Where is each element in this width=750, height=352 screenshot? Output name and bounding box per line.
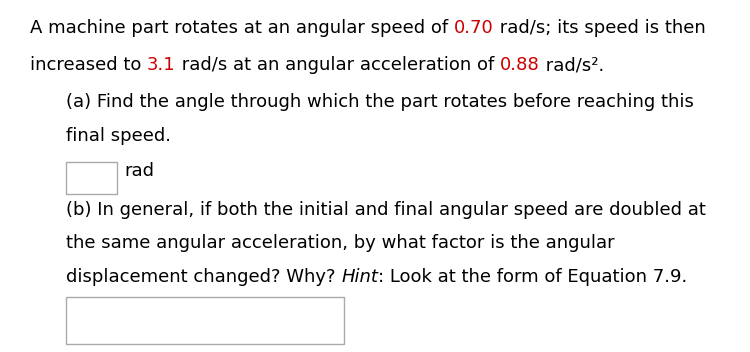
Text: rad: rad bbox=[124, 162, 154, 180]
Text: displacement changed? Why?: displacement changed? Why? bbox=[66, 268, 341, 285]
Text: 3.1: 3.1 bbox=[147, 56, 176, 74]
Text: (a) Find the angle through which the part rotates before reaching this: (a) Find the angle through which the par… bbox=[66, 93, 694, 111]
Text: 0.70: 0.70 bbox=[454, 19, 494, 37]
Text: rad/s at an angular acceleration of: rad/s at an angular acceleration of bbox=[176, 56, 500, 74]
Text: increased to: increased to bbox=[30, 56, 147, 74]
Text: (b) In general, if both the initial and final angular speed are doubled at: (b) In general, if both the initial and … bbox=[66, 201, 706, 219]
Text: 0.88: 0.88 bbox=[500, 56, 539, 74]
Text: final speed.: final speed. bbox=[66, 127, 171, 145]
FancyBboxPatch shape bbox=[66, 297, 344, 344]
Text: rad/s².: rad/s². bbox=[539, 56, 604, 74]
Text: : Look at the form of Equation 7.9.: : Look at the form of Equation 7.9. bbox=[378, 268, 687, 285]
Text: rad/s; its speed is then: rad/s; its speed is then bbox=[494, 19, 706, 37]
Text: A machine part rotates at an angular speed of: A machine part rotates at an angular spe… bbox=[30, 19, 454, 37]
Text: Hint: Hint bbox=[341, 268, 378, 285]
Text: the same angular acceleration, by what factor is the angular: the same angular acceleration, by what f… bbox=[66, 234, 615, 252]
FancyBboxPatch shape bbox=[66, 162, 117, 194]
